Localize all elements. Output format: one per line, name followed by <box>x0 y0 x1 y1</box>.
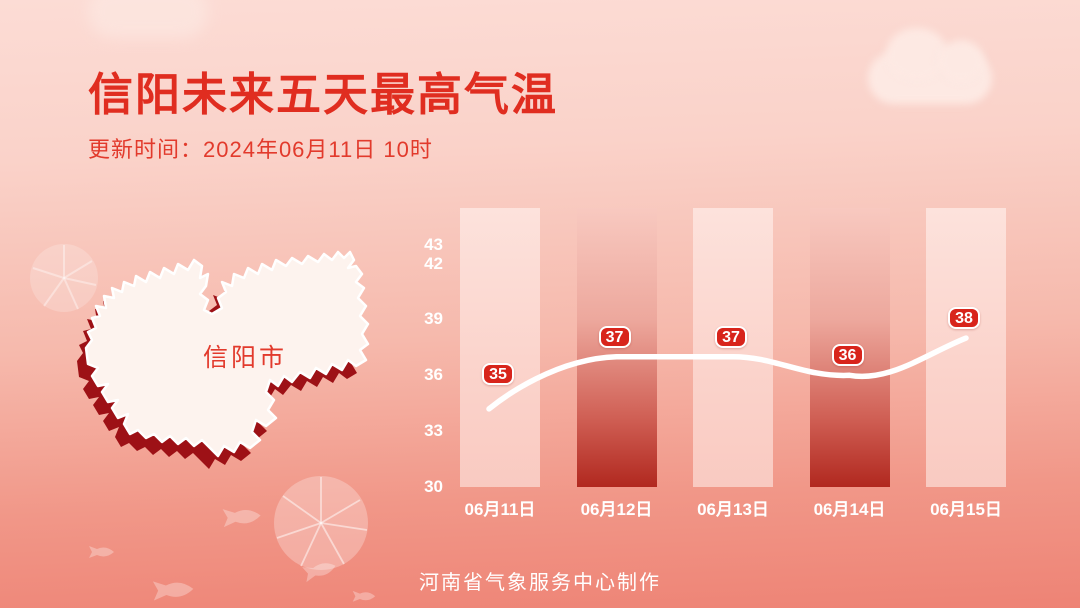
data-label-badge: 35 <box>482 362 514 385</box>
cloud-icon <box>938 40 984 82</box>
y-axis-tick: 30 <box>424 477 443 496</box>
x-axis-label: 06月12日 <box>580 500 653 519</box>
lotus-leaf-icon <box>274 476 368 570</box>
xinyang-map-shape <box>77 250 370 469</box>
cloud-icon <box>88 0 208 38</box>
data-label-badge: 37 <box>598 325 631 348</box>
column-band <box>460 208 540 487</box>
data-label-badge: 37 <box>715 325 747 348</box>
data-label-badge: 36 <box>831 344 864 367</box>
x-axis-label: 06月15日 <box>930 500 1002 519</box>
y-axis-tick: 33 <box>424 421 443 441</box>
y-axis-tick: 42 <box>424 253 443 273</box>
cloud-icon <box>886 28 948 80</box>
lotus-leaf-icon <box>30 244 98 312</box>
x-axis-label: 06月14日 <box>813 500 886 519</box>
page-title: 信阳未来五天最高气温 <box>88 69 559 120</box>
y-axis-tick: 36 <box>424 365 443 385</box>
temperature-line <box>486 335 969 412</box>
update-time: 更新时间：2024年06月11日 10时 <box>88 137 433 162</box>
y-axis-tick: 39 <box>424 309 443 329</box>
x-axis-label: 06月11日 <box>464 500 536 519</box>
temperature-chart: 43 42 39 36 33 30 35 37 37 36 38 06月11日 06月12日 06月1… <box>420 195 1040 525</box>
credit-text: 河南省气象服务中心制作 <box>419 572 661 594</box>
y-axis-tick: 43 <box>424 235 443 254</box>
fish-school-icon <box>89 509 376 602</box>
x-axis-label: 06月13日 <box>697 500 769 519</box>
map-city-label: 信阳市 <box>202 344 287 372</box>
xinyang-map <box>66 246 378 476</box>
data-label-badge: 38 <box>948 307 980 330</box>
